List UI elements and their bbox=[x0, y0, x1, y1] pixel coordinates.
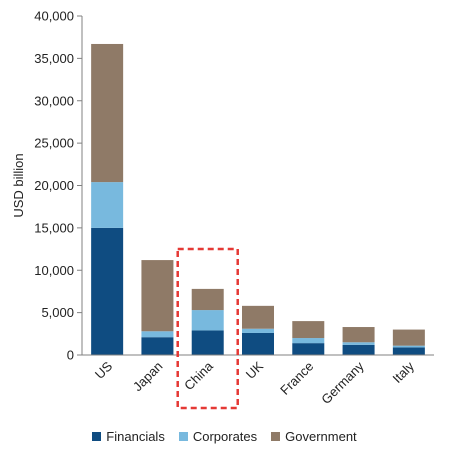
bar-japan-corporates bbox=[141, 331, 174, 338]
y-tick-label: 35,000 bbox=[34, 51, 74, 66]
x-tick-label-italy: Italy bbox=[390, 358, 418, 386]
bar-uk-government bbox=[242, 305, 274, 329]
y-axis-label: USD billion bbox=[11, 153, 26, 217]
bar-italy-corporates bbox=[392, 345, 425, 348]
x-tick-label-us: US bbox=[92, 358, 116, 382]
legend-label-corporates: Corporates bbox=[192, 428, 258, 444]
bar-china-corporates bbox=[191, 310, 224, 331]
bar-japan-government bbox=[141, 260, 174, 332]
legend-item-corporates: Corporates bbox=[178, 428, 258, 444]
y-tick-label: 5,000 bbox=[41, 305, 74, 320]
bar-japan-financials bbox=[141, 337, 174, 355]
legend-swatch-financials bbox=[92, 431, 102, 441]
bar-italy-government bbox=[392, 329, 425, 346]
bar-germany-financials bbox=[342, 344, 375, 355]
bar-germany-corporates bbox=[342, 342, 375, 345]
y-tick-label: 10,000 bbox=[34, 263, 74, 278]
legend-swatch-government bbox=[271, 431, 281, 441]
y-tick-label: 20,000 bbox=[34, 178, 74, 193]
x-tick-label-france: France bbox=[277, 359, 316, 398]
y-tick-label: 40,000 bbox=[34, 9, 74, 24]
legend: Financials Corporates Government bbox=[0, 427, 449, 445]
x-tick-label-japan: Japan bbox=[130, 359, 166, 395]
bar-us-corporates bbox=[91, 182, 124, 228]
bar-italy-financials bbox=[392, 347, 425, 355]
bar-france-financials bbox=[292, 343, 325, 355]
legend-item-government: Government bbox=[271, 429, 357, 444]
bar-us-government bbox=[91, 43, 124, 183]
legend-label-financials: Financials bbox=[106, 428, 165, 444]
bar-us-financials bbox=[91, 227, 124, 355]
bar-china-government bbox=[191, 288, 224, 311]
bar-china-financials bbox=[191, 330, 224, 355]
x-tick-label-china: China bbox=[181, 358, 216, 393]
bar-france-corporates bbox=[292, 338, 325, 344]
y-tick-label: 30,000 bbox=[34, 93, 74, 108]
bar-france-government bbox=[292, 321, 325, 339]
highlight-box-china bbox=[176, 247, 239, 410]
x-tick-label-germany: Germany bbox=[318, 358, 367, 407]
bar-uk-corporates bbox=[242, 328, 274, 333]
y-tick-label: 15,000 bbox=[34, 220, 74, 235]
bar-uk-financials bbox=[242, 332, 274, 355]
legend-item-financials: Financials bbox=[92, 429, 165, 444]
y-tick-label: 25,000 bbox=[34, 136, 74, 151]
y-tick-label: 0 bbox=[67, 348, 74, 363]
legend-swatch-corporates bbox=[178, 431, 188, 441]
bar-germany-government bbox=[342, 327, 375, 343]
legend-label-government: Government bbox=[285, 428, 357, 444]
x-tick-label-uk: UK bbox=[243, 358, 267, 382]
